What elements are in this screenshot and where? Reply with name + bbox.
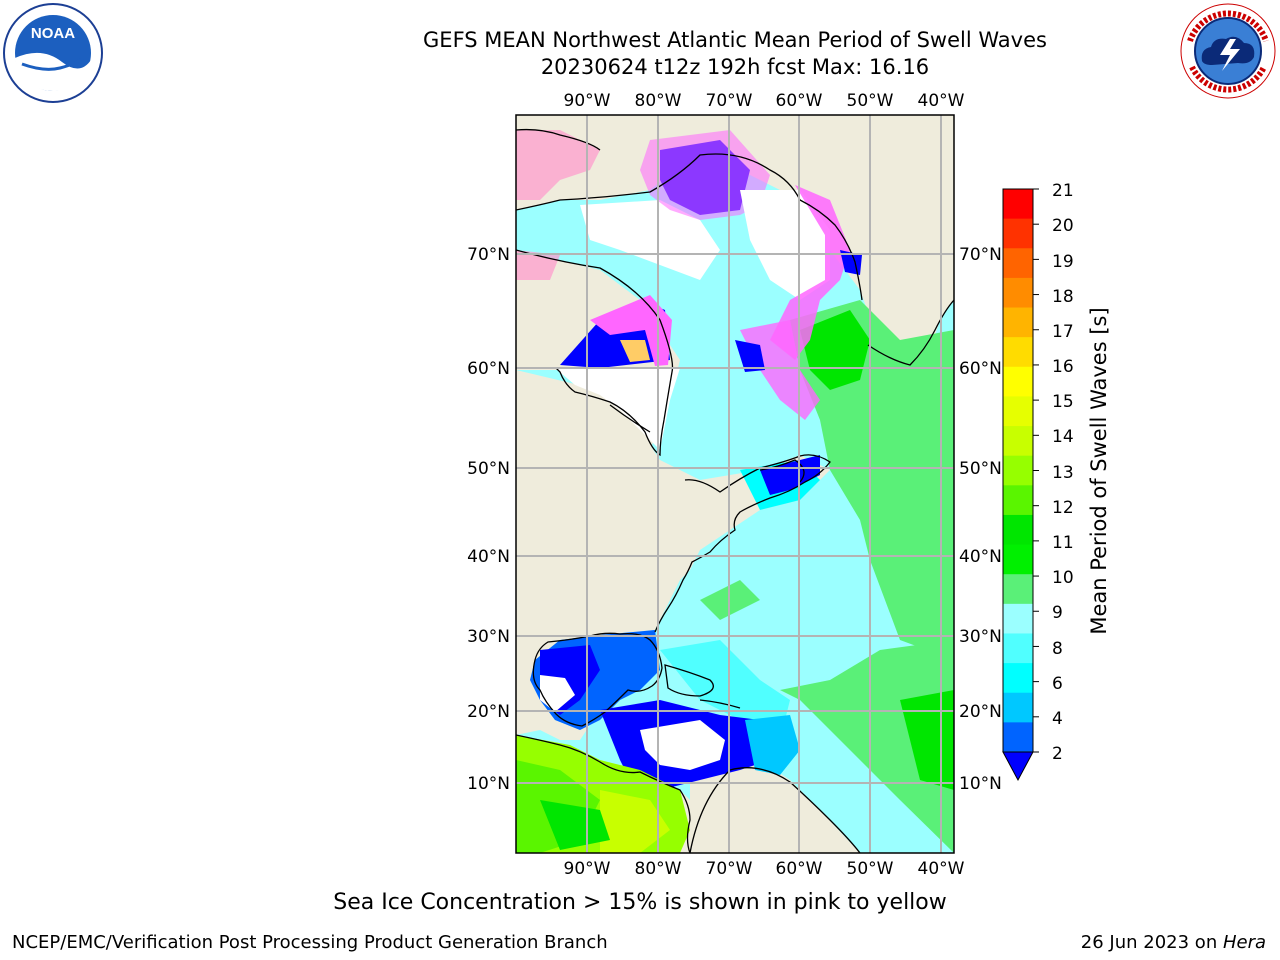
colorbar-tick: 12 xyxy=(1052,498,1074,518)
colorbar-tick: 16 xyxy=(1052,357,1074,377)
colorbar-tick: 19 xyxy=(1052,252,1074,272)
lat-tick-right: 20°N xyxy=(959,702,1002,722)
colorbar xyxy=(1002,188,1039,782)
lat-tick-left: 50°N xyxy=(467,459,510,479)
colorbar-tick: 11 xyxy=(1052,533,1074,553)
colorbar-tick: 2 xyxy=(1052,744,1063,764)
lat-tick-left: 70°N xyxy=(467,245,510,265)
lat-tick-left: 20°N xyxy=(467,702,510,722)
colorbar-tick: 18 xyxy=(1052,287,1074,307)
colorbar-tick: 17 xyxy=(1052,322,1074,342)
lon-tick-top: 70°W xyxy=(706,91,753,111)
lon-tick-bottom: 90°W xyxy=(564,859,611,879)
graticule xyxy=(516,115,954,853)
plot-subtitle: 20230624 t12z 192h fcst Max: 16.16 xyxy=(540,55,930,79)
lon-tick-top: 60°W xyxy=(776,91,823,111)
noaa-logo: NOAA xyxy=(3,3,103,103)
colorbar-tick: 9 xyxy=(1052,603,1063,623)
colorbar-tick: 4 xyxy=(1052,709,1063,729)
colorbar-bin xyxy=(1003,307,1033,338)
colorbar-bin xyxy=(1003,396,1033,427)
lon-tick-top: 80°W xyxy=(635,91,682,111)
colorbar-tick: 21 xyxy=(1052,181,1074,201)
lat-tick-right: 60°N xyxy=(959,359,1002,379)
colorbar-bin xyxy=(1003,633,1033,664)
colorbar-tick: 6 xyxy=(1052,674,1063,694)
lat-tick-right: 30°N xyxy=(959,627,1002,647)
lon-ticks-bottom: 90°W 80°W 70°W 60°W 50°W 40°W xyxy=(564,859,965,879)
map-frame xyxy=(515,114,955,854)
lon-tick-bottom: 70°W xyxy=(706,859,753,879)
coastlines xyxy=(516,128,954,853)
lat-tick-left: 60°N xyxy=(467,359,510,379)
lat-tick-right: 70°N xyxy=(959,245,1002,265)
lon-tick-top: 50°W xyxy=(847,91,894,111)
lat-tick-right: 40°N xyxy=(959,547,1002,567)
lon-tick-bottom: 80°W xyxy=(635,859,682,879)
land-mass xyxy=(516,115,954,853)
lon-ticks-top: 90°W 80°W 70°W 60°W 50°W 40°W xyxy=(564,91,965,111)
footer-date: 26 Jun 2023 on Hera xyxy=(1081,932,1266,953)
colorbar-bin xyxy=(1003,218,1033,249)
colorbar-bin xyxy=(1003,277,1033,309)
colorbar-bin xyxy=(1003,574,1033,605)
footer-credit: NCEP/EMC/Verification Post Processing Pr… xyxy=(12,932,608,953)
plot-title: GEFS MEAN Northwest Atlantic Mean Period… xyxy=(423,28,1047,52)
colorbar-bin xyxy=(1003,426,1033,457)
footer-date-text: 26 Jun 2023 on xyxy=(1080,932,1223,953)
colorbar-bin xyxy=(1003,366,1033,397)
colorbar-ticks: 21 20 19 18 17 16 15 14 13 12 11 10 9 8 … xyxy=(1052,181,1074,764)
map-area xyxy=(516,115,954,853)
ice-caption: Sea Ice Concentration > 15% is shown in … xyxy=(333,890,947,915)
colorbar-bin xyxy=(1003,663,1033,694)
colorbar-bin xyxy=(1003,544,1033,575)
lat-tick-left: 30°N xyxy=(467,627,510,647)
colorbar-tick: 14 xyxy=(1052,427,1074,447)
colorbar-bin xyxy=(1003,485,1033,516)
footer-host: Hera xyxy=(1222,932,1266,953)
colorbar-tick: 13 xyxy=(1052,463,1074,483)
lat-tick-left: 10°N xyxy=(467,774,510,794)
nws-logo xyxy=(1180,3,1276,99)
colorbar-under-arrow xyxy=(1002,751,1034,782)
lon-tick-top: 90°W xyxy=(564,91,611,111)
lon-tick-top: 40°W xyxy=(918,91,965,111)
colorbar-bin xyxy=(1003,722,1033,753)
colorbar-bin xyxy=(1003,455,1033,486)
lat-tick-left: 40°N xyxy=(467,547,510,567)
lon-tick-bottom: 40°W xyxy=(918,859,965,879)
colorbar-bin xyxy=(1003,189,1033,220)
colorbar-tick: 15 xyxy=(1052,392,1074,412)
colorbar-bin xyxy=(1003,248,1033,279)
lon-tick-bottom: 50°W xyxy=(847,859,894,879)
colorbar-tick: 8 xyxy=(1052,639,1063,659)
lat-ticks-left: 70°N 60°N 50°N 40°N 30°N 20°N 10°N xyxy=(467,245,510,794)
lat-tick-right: 10°N xyxy=(959,774,1002,794)
noaa-logo-text: NOAA xyxy=(31,25,75,42)
colorbar-bin xyxy=(1003,603,1033,634)
colorbar-bin xyxy=(1003,514,1033,546)
colorbar-tick: 20 xyxy=(1052,216,1074,236)
lon-tick-bottom: 60°W xyxy=(776,859,823,879)
colorbar-label: Mean Period of Swell Waves [s] xyxy=(1087,307,1111,634)
lat-ticks-right: 70°N 60°N 50°N 40°N 30°N 20°N 10°N xyxy=(959,245,1002,794)
colorbar-bin xyxy=(1003,337,1033,368)
colorbar-tick: 10 xyxy=(1052,568,1074,588)
lat-tick-right: 50°N xyxy=(959,459,1002,479)
colorbar-bin xyxy=(1003,692,1033,723)
land-greenland xyxy=(740,115,954,360)
swell-field xyxy=(516,130,954,853)
